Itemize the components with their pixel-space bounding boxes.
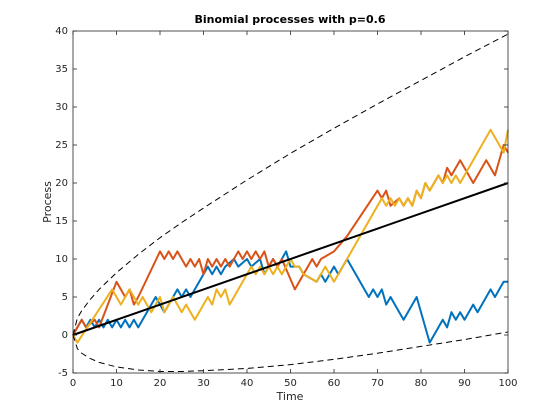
chart-title: Binomial processes with p=0.6 xyxy=(195,13,386,26)
x-tick-label: 70 xyxy=(371,378,384,389)
y-tick-label: 10 xyxy=(55,254,68,265)
y-tick-label: -5 xyxy=(58,368,68,379)
bound-line xyxy=(72,331,509,372)
x-tick-label: 40 xyxy=(241,378,254,389)
y-tick-label: 20 xyxy=(55,178,68,189)
x-tick-label: 100 xyxy=(498,378,517,389)
series-line xyxy=(72,182,509,336)
y-tick-label: 35 xyxy=(55,64,68,75)
y-tick-label: 30 xyxy=(55,102,68,113)
x-tick-label: 0 xyxy=(70,378,76,389)
x-tick-label: 90 xyxy=(458,378,471,389)
y-axis-label: Process xyxy=(41,181,54,223)
x-tick-label: 30 xyxy=(197,378,210,389)
x-tick-label: 10 xyxy=(110,378,123,389)
x-tick-label: 80 xyxy=(415,378,428,389)
y-tick-label: 0 xyxy=(62,330,68,341)
x-tick-label: 50 xyxy=(284,378,297,389)
y-tick-label: 5 xyxy=(62,292,68,303)
y-tick-label: 15 xyxy=(55,216,68,227)
x-tick-label: 60 xyxy=(328,378,341,389)
y-tick-label: 25 xyxy=(55,140,68,151)
y-tick-label: 40 xyxy=(55,26,68,37)
x-tick-label: 20 xyxy=(154,378,167,389)
x-axis-label: Time xyxy=(276,390,304,403)
